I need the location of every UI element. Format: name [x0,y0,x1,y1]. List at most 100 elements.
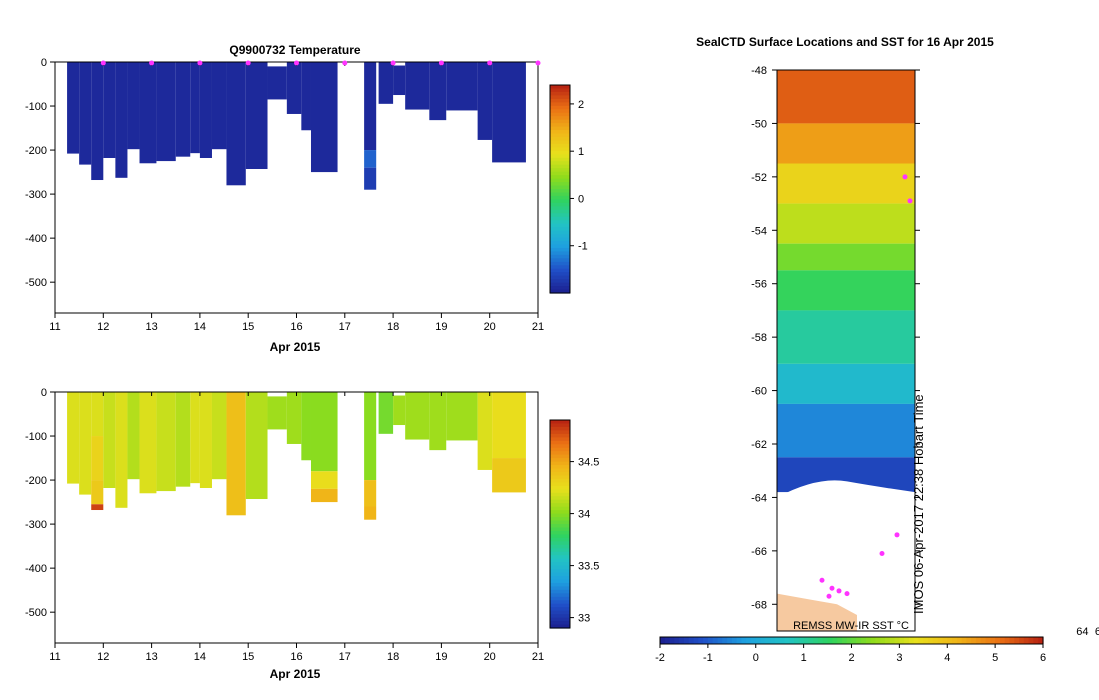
x-tick-label: 16 [290,651,302,663]
sst-colorbar-segment [966,637,972,644]
colorbar-segment [550,624,570,629]
colorbar-segment [550,154,570,159]
colorbar-segment [550,433,570,438]
sst-colorbar-segment [727,637,733,644]
colorbar-segment [550,230,570,235]
surface-marker [245,60,251,66]
profile-cell [310,392,338,472]
sst-colorbar-segment [765,637,771,644]
x-tick-label: 15 [242,651,254,663]
sst-colorbar-segment [1033,637,1039,644]
profile-cell [364,167,377,190]
surface-marker [100,60,106,66]
profile-cell [139,62,157,164]
sst-colorbar-segment [904,637,910,644]
colorbar-segment [550,551,570,556]
x-tick-label: 11 [49,651,60,663]
colorbar-segment [550,206,570,211]
y-tick-label: -400 [25,563,47,575]
colorbar-segment [550,565,570,570]
sst-colorbar-segment [789,637,795,644]
lat-tick-label: -60 [751,386,767,398]
sst-colorbar-segment [750,637,757,644]
colorbar-segment [550,499,570,504]
colorbar-segment [550,589,570,594]
profile-cell [364,392,377,481]
sst-colorbar-segment [779,637,786,644]
colorbar-frame [549,84,571,294]
x-tick-label: 18 [387,321,399,333]
colorbar-segment [550,95,570,100]
sst-band [777,403,915,458]
sst-colorbar-segment [679,637,685,644]
colorbar-segment [550,472,570,477]
profile-cell [211,62,227,150]
seal-surface-location [836,588,842,594]
colorbar-segment [550,254,570,259]
sst-product-label: REMSS MW-IR SST °C [793,620,909,632]
profile-cell [190,62,200,154]
profile-cell [156,62,176,162]
profile-cell [492,62,526,163]
colorbar-segment [550,192,570,197]
colorbar-segment [550,548,570,553]
colorbar-segment [550,562,570,567]
sst-colorbar-label: 5 [992,652,998,664]
sst-colorbar-segment [798,637,805,644]
profile-cell [364,62,377,151]
sst-colorbar-segment [861,637,867,644]
sst-colorbar-segment [913,637,920,644]
profile-cell [115,62,128,178]
sst-colorbar-segment [808,637,814,644]
lat-tick-label: -48 [751,65,767,77]
profile-cell [405,62,430,110]
profile-cell [67,62,80,154]
colorbar-segment [550,517,570,522]
sst-colorbar-segment [822,637,829,644]
colorbar-segment [550,444,570,449]
colorbar-segment [550,102,570,107]
sst-colorbar-segment [937,637,944,644]
colorbar-tick-label: 34 [578,509,590,521]
profile-cell [301,62,311,131]
sst-colorbar-segment [851,637,857,644]
salinity-panel: 0 -100 -200 -300 -400 -500 11 12 13 14 15 16 17 18 19 2… [25,387,599,681]
sst-colorbar-segment [956,637,963,644]
profile-cell [79,62,92,165]
sst-colorbar-segment [1004,637,1011,644]
colorbar-tick-label: 0 [578,193,584,205]
sst-colorbar-label: 2 [848,652,854,664]
sst-colorbar-segment [1038,637,1044,644]
colorbar-tick-label: 1 [578,146,584,158]
colorbar-segment [550,489,570,494]
profile-cell [139,392,157,494]
colorbar-segment [550,510,570,515]
sst-colorbar-segment [971,637,977,644]
sst-colorbar-segment [932,637,939,644]
profile-cell [156,392,176,492]
colorbar-segment [550,147,570,152]
sst-colorbar-segment [894,637,900,644]
profile-cell [91,62,104,181]
profile-cell [91,504,104,511]
lat-tick-label: -58 [751,332,767,344]
sst-colorbar-segment [908,637,915,644]
y-tick-label: -300 [25,519,47,531]
profile-cell [199,392,212,488]
x-tick-label: 12 [97,651,109,663]
colorbar-segment [550,458,570,463]
sst-colorbar-segment [985,637,991,644]
profile-cell [492,458,526,493]
colorbar-segment [550,116,570,121]
profile-cell [175,392,191,487]
colorbar-segment [550,475,570,480]
y-tick-label: 0 [41,387,47,399]
x-tick-label: 17 [339,651,351,663]
surface-marker [390,60,396,66]
colorbar-segment [550,586,570,591]
colorbar-segment [550,286,570,291]
colorbar-segment [550,555,570,560]
colorbar-frame [549,419,571,629]
